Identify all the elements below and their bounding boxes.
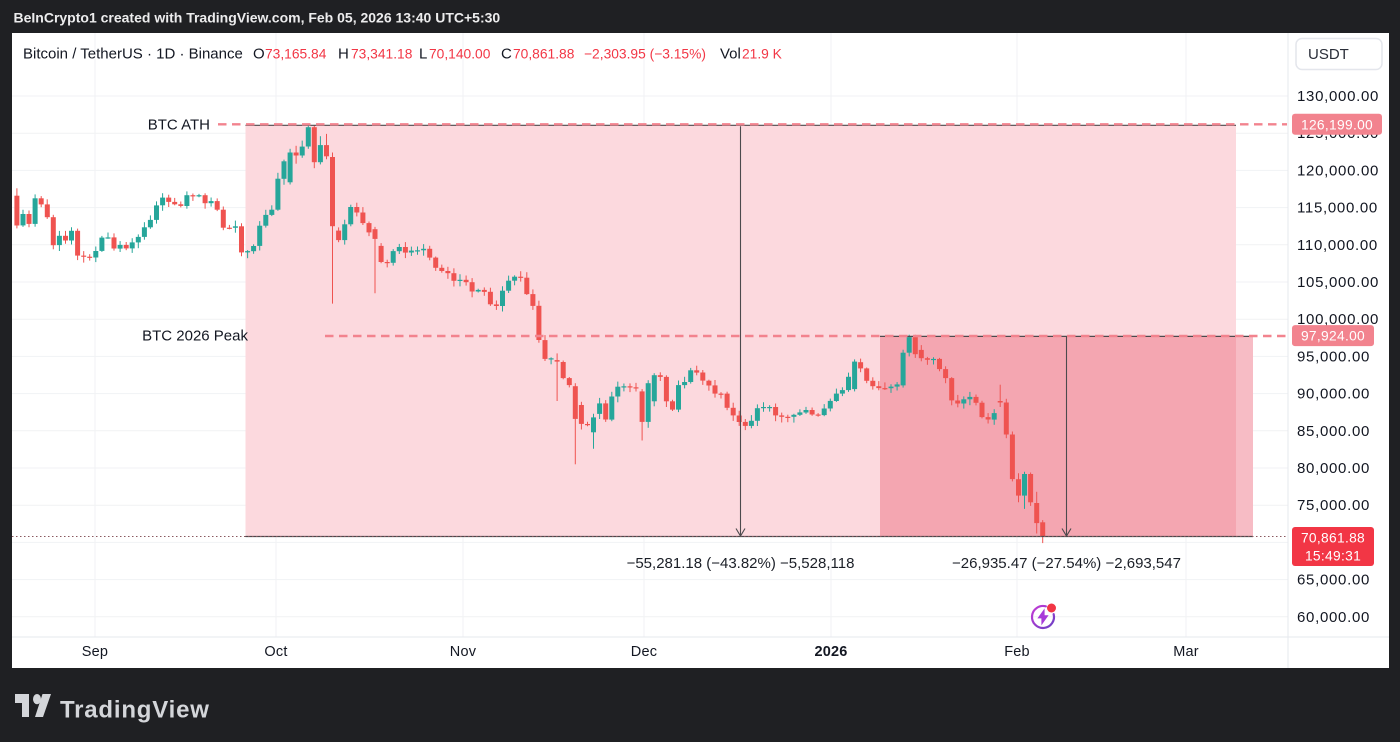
svg-text:−55,281.18 (−43.82%) −5,528,11: −55,281.18 (−43.82%) −5,528,118: [627, 555, 855, 572]
svg-text:15:49:31: 15:49:31: [1305, 549, 1361, 564]
svg-text:Vol: Vol: [720, 46, 741, 63]
svg-text:Oct: Oct: [264, 644, 287, 660]
svg-text:97,924.00: 97,924.00: [1301, 329, 1365, 344]
svg-text:85,000.00: 85,000.00: [1297, 423, 1370, 440]
svg-text:H: H: [338, 46, 349, 63]
svg-text:−26,935.47 (−27.54%) −2,693,54: −26,935.47 (−27.54%) −2,693,547: [952, 555, 1181, 572]
svg-text:Mar: Mar: [1173, 644, 1199, 660]
svg-text:65,000.00: 65,000.00: [1297, 572, 1370, 589]
svg-text:Feb: Feb: [1004, 644, 1030, 660]
svg-text:TradingView: TradingView: [60, 697, 210, 724]
svg-text:Sep: Sep: [82, 644, 108, 660]
svg-text:L: L: [419, 46, 427, 63]
svg-text:90,000.00: 90,000.00: [1297, 386, 1370, 403]
svg-text:80,000.00: 80,000.00: [1297, 460, 1370, 477]
svg-text:130,000.00: 130,000.00: [1297, 88, 1379, 105]
svg-text:105,000.00: 105,000.00: [1297, 274, 1379, 291]
svg-text:−2,303.95 (−3.15%): −2,303.95 (−3.15%): [584, 47, 706, 62]
svg-text:95,000.00: 95,000.00: [1297, 348, 1370, 365]
svg-text:BTC ATH: BTC ATH: [148, 116, 210, 133]
svg-text:115,000.00: 115,000.00: [1297, 200, 1378, 217]
svg-text:110,000.00: 110,000.00: [1297, 237, 1378, 254]
svg-text:Bitcoin / TetherUS · 1D · Bina: Bitcoin / TetherUS · 1D · Binance: [23, 46, 243, 63]
svg-text:73,165.84: 73,165.84: [265, 47, 327, 62]
svg-text:120,000.00: 120,000.00: [1297, 162, 1379, 179]
svg-text:21.9 K: 21.9 K: [742, 47, 783, 62]
svg-text:2026: 2026: [814, 644, 847, 660]
svg-text:BTC 2026 Peak: BTC 2026 Peak: [142, 328, 248, 345]
svg-text:60,000.00: 60,000.00: [1297, 609, 1370, 626]
svg-text:73,341.18: 73,341.18: [351, 47, 413, 62]
svg-text:O: O: [253, 46, 265, 63]
svg-text:BeInCrypto1 created with Tradi: BeInCrypto1 created with TradingView.com…: [14, 10, 501, 26]
svg-text:75,000.00: 75,000.00: [1297, 497, 1370, 514]
svg-text:Dec: Dec: [631, 644, 657, 660]
svg-text:100,000.00: 100,000.00: [1297, 311, 1379, 328]
svg-text:70,861.88: 70,861.88: [513, 47, 575, 62]
svg-text:126,199.00: 126,199.00: [1301, 117, 1373, 132]
svg-text:C: C: [501, 46, 512, 63]
svg-text:USDT: USDT: [1308, 46, 1349, 63]
svg-text:70,861.88: 70,861.88: [1301, 531, 1365, 546]
svg-text:Nov: Nov: [450, 644, 477, 660]
svg-text:70,140.00: 70,140.00: [429, 47, 491, 62]
